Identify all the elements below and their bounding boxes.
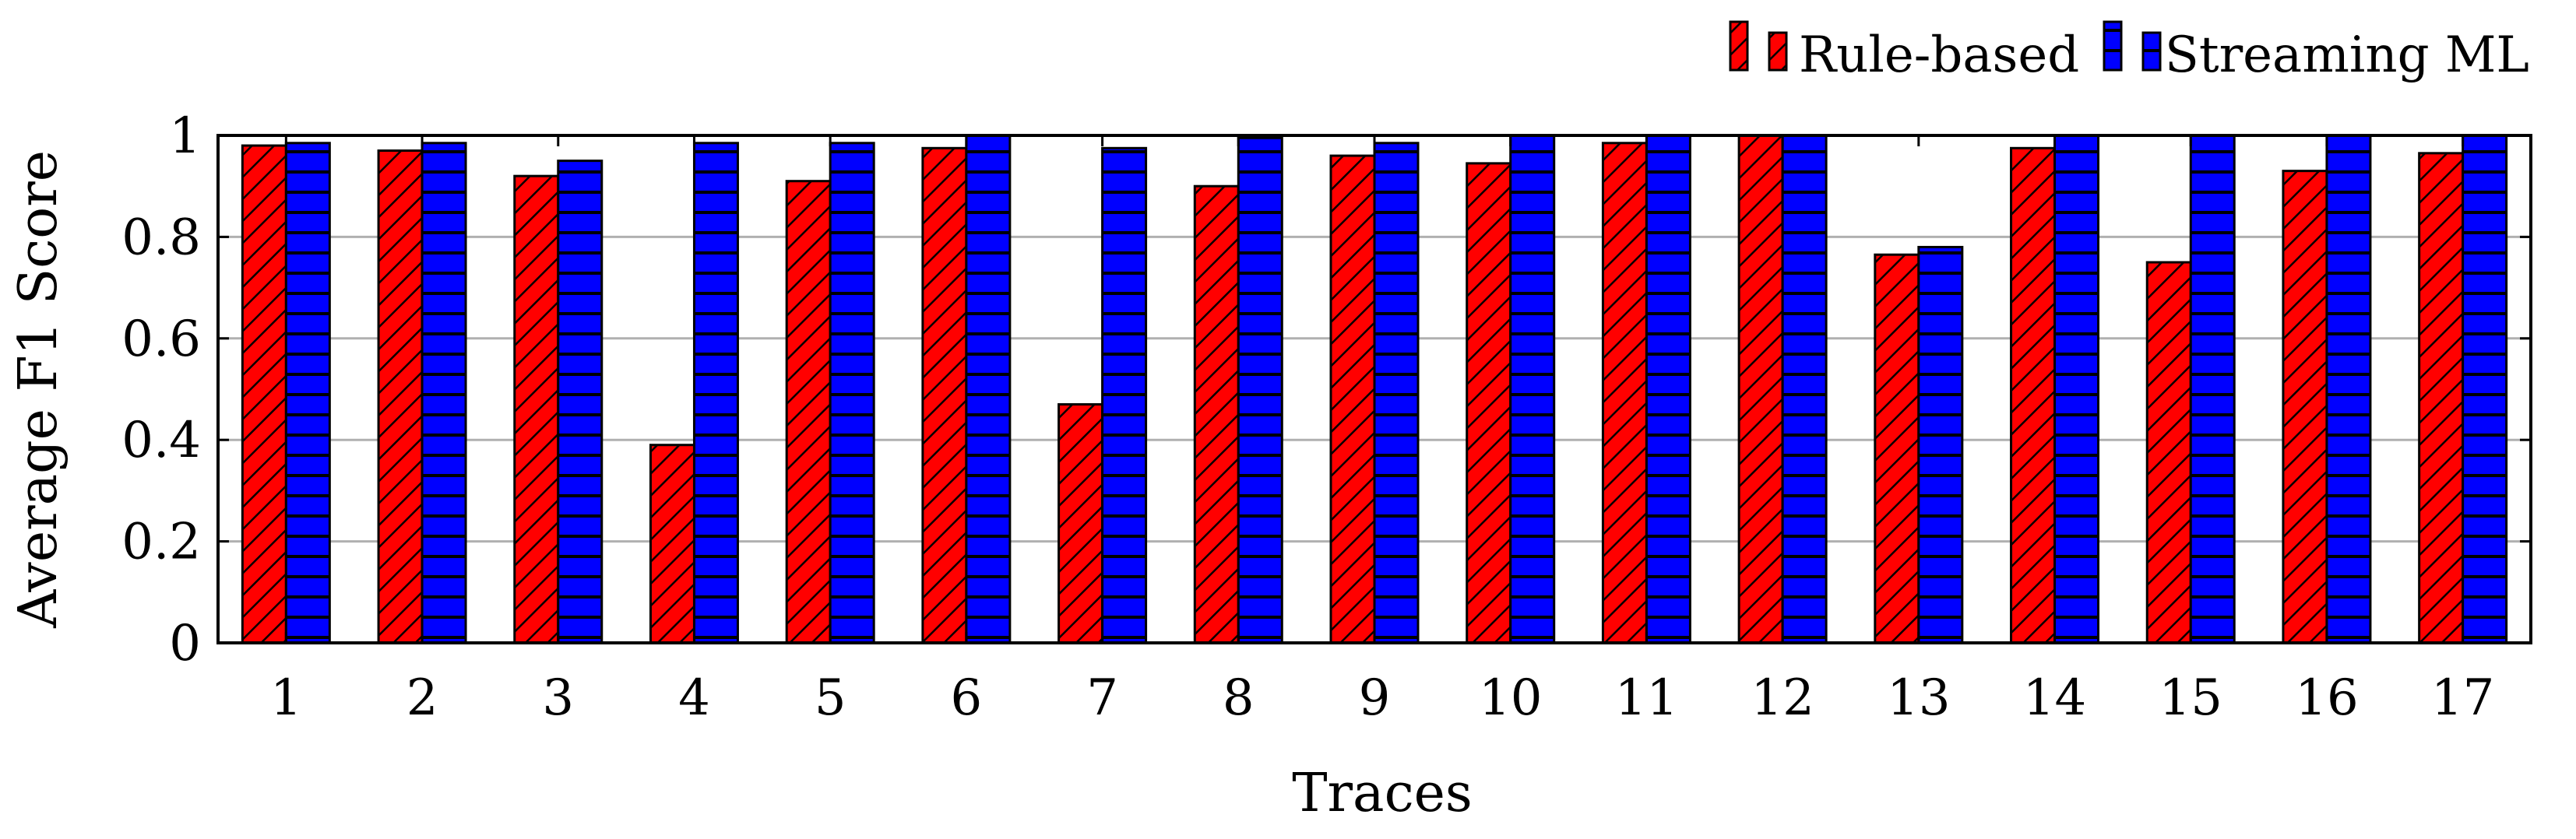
bar-rule-based-14: [2010, 146, 2057, 644]
bar-streaming-ml-5: [829, 142, 875, 644]
bar-rule-based-3: [513, 174, 560, 644]
x-tick-label: 1: [270, 669, 302, 727]
bar-rule-based-9: [1329, 154, 1376, 644]
x-tick-label: 17: [2431, 669, 2494, 727]
bar-streaming-ml-6: [965, 134, 1012, 644]
bar-streaming-ml-16: [2325, 134, 2372, 644]
x-tick-label: 7: [1086, 669, 1118, 727]
legend: Rule-based Streaming ML: [1729, 20, 2529, 84]
y-tick-label: 0: [169, 615, 201, 672]
x-tick-label: 16: [2295, 669, 2358, 727]
bar-rule-based-6: [921, 146, 968, 644]
x-tick-label: 8: [1223, 669, 1255, 727]
x-tick-label: 13: [1887, 669, 1950, 727]
y-tick-label: 0.8: [121, 209, 201, 266]
x-tick-label: 10: [1479, 669, 1542, 727]
bar-rule-based-17: [2418, 152, 2465, 644]
bar-streaming-ml-12: [1781, 134, 1828, 644]
bar-streaming-ml-1: [284, 142, 331, 644]
bar-streaming-ml-4: [692, 142, 739, 644]
legend-swatch-streaming-ml-2: [2141, 31, 2162, 72]
legend-swatch-rule-based-2: [1768, 31, 1788, 72]
legend-label-rule-based: Rule-based: [1799, 26, 2079, 84]
x-tick-label: 15: [2159, 669, 2222, 727]
bar-streaming-ml-14: [2053, 134, 2100, 644]
x-tick-label: 3: [542, 669, 574, 727]
bar-streaming-ml-13: [1917, 245, 1964, 644]
bar-rule-based-13: [1874, 253, 1920, 644]
y-tick-label: 1: [169, 107, 201, 165]
x-tick-label: 6: [951, 669, 983, 727]
bar-streaming-ml-3: [557, 160, 604, 644]
x-axis-ticks: 1 2 3 4 5 6 7 8 9 10 11 12 13 14 15 16 17: [270, 135, 2494, 727]
bar-rule-based-10: [1466, 162, 1512, 644]
bar-rule-based-1: [241, 144, 287, 644]
y-axis-label: Average F1 Score: [8, 150, 69, 629]
bar-rule-based-4: [649, 444, 695, 644]
y-tick-label: 0.2: [121, 514, 201, 571]
y-axis-ticks: 0 0.2 0.4 0.6 0.8 1: [121, 107, 2531, 672]
bar-streaming-ml-9: [1373, 142, 1420, 644]
x-tick-label: 2: [406, 669, 438, 727]
bar-streaming-ml-17: [2462, 134, 2508, 644]
x-tick-label: 5: [815, 669, 846, 727]
bar-streaming-ml-7: [1101, 146, 1148, 644]
bar-rule-based-12: [1737, 134, 1784, 644]
bar-streaming-ml-11: [1645, 134, 1691, 644]
bar-rule-based-2: [377, 149, 424, 644]
legend-label-streaming-ml: Streaming ML: [2165, 26, 2529, 84]
x-tick-label: 9: [1359, 669, 1391, 727]
legend-swatch-rule-based: [1729, 20, 1749, 72]
bar-streaming-ml-10: [1509, 134, 1556, 644]
legend-swatch-streaming-ml: [2103, 20, 2123, 72]
bars: [241, 134, 2508, 644]
bar-streaming-ml-15: [2189, 134, 2236, 644]
y-tick-label: 0.4: [121, 412, 201, 469]
bar-rule-based-8: [1193, 184, 1240, 644]
x-tick-label: 12: [1751, 669, 1814, 727]
x-tick-label: 4: [678, 669, 710, 727]
bar-streaming-ml-2: [421, 142, 467, 644]
bar-rule-based-11: [1601, 142, 1648, 644]
x-tick-label: 11: [1615, 669, 1678, 727]
x-tick-label: 14: [2023, 669, 2086, 727]
bar-rule-based-7: [1057, 403, 1104, 644]
bar-rule-based-15: [2145, 261, 2192, 644]
y-tick-label: 0.6: [121, 311, 201, 368]
x-axis-label: Traces: [1292, 763, 1473, 824]
bar-streaming-ml-8: [1237, 136, 1283, 644]
bar-rule-based-16: [2282, 170, 2328, 644]
bar-rule-based-5: [785, 180, 832, 644]
